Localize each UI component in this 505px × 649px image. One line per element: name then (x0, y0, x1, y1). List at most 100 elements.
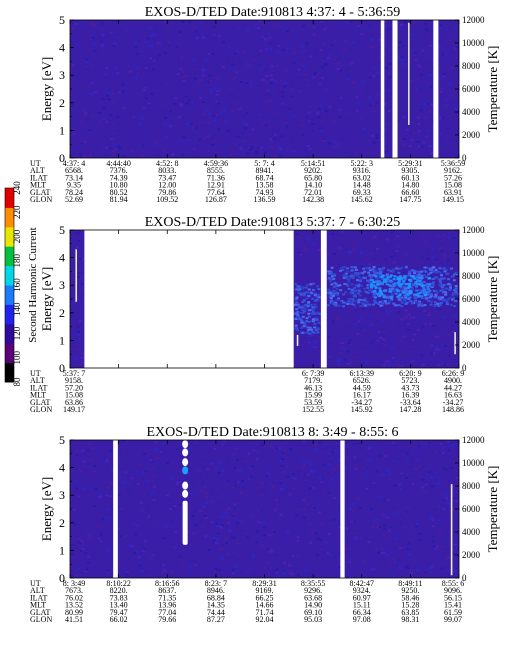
heatmap-cell (362, 307, 366, 310)
heatmap-cell (214, 568, 218, 570)
heatmap-cell (323, 492, 327, 495)
orbit-row-value: 74.39 (110, 173, 128, 182)
heatmap-cell (446, 440, 450, 443)
y2-tick-label: 4000 (462, 317, 481, 327)
heatmap-cell (454, 138, 458, 141)
heatmap-cell (227, 129, 231, 132)
hot-spot-cell (434, 276, 438, 279)
heatmap-cell (351, 42, 355, 45)
heatmap-cell (375, 134, 378, 137)
heatmap-cell (296, 536, 300, 538)
hot-spot-cell (441, 296, 444, 299)
heatmap-cell (225, 145, 229, 148)
heatmap-cell (355, 96, 359, 99)
heatmap-cell (358, 27, 362, 30)
heatmap-cell (314, 148, 318, 151)
heatmap-cell (430, 344, 434, 347)
heatmap-cell (105, 66, 108, 69)
heatmap-cell (244, 460, 248, 463)
hot-spot-cell (308, 326, 312, 329)
heatmap-cell (438, 45, 442, 48)
heatmap-cell (89, 442, 93, 445)
hot-spot-cell (382, 294, 386, 297)
heatmap-cell (78, 541, 82, 544)
heatmap-cell (361, 467, 365, 470)
heatmap-cell (322, 138, 326, 141)
heatmap-cell (261, 122, 265, 125)
heatmap-cell (324, 63, 328, 66)
heatmap-cell (142, 134, 146, 137)
orbit-row-value: -34.27 (351, 398, 372, 407)
heatmap-cell (94, 91, 97, 94)
heatmap-cell (212, 542, 216, 545)
heatmap-cell (113, 132, 116, 135)
heatmap-cell (225, 541, 229, 544)
heatmap-cell (354, 323, 358, 325)
hot-spot-cell (433, 303, 437, 306)
hot-spot-cell (333, 292, 337, 295)
heatmap-cell (331, 573, 335, 575)
heatmap-cell (148, 27, 152, 30)
heatmap-cell (105, 516, 109, 519)
heatmap-cell (215, 106, 219, 109)
hot-spot-cell (351, 300, 355, 303)
heatmap-cell (318, 305, 322, 308)
heatmap-cell (245, 570, 249, 573)
hot-spot-cell (311, 297, 315, 300)
heatmap-cell (191, 515, 195, 518)
hot-spot-cell (409, 286, 413, 288)
orbit-row-value: 6568. (65, 166, 83, 175)
heatmap-cell (223, 109, 227, 112)
heatmap-cell (169, 125, 173, 128)
heatmap-cell (441, 154, 445, 157)
heatmap-cell (173, 102, 177, 105)
heatmap-cell (370, 539, 374, 541)
heatmap-cell (116, 528, 120, 531)
heatmap-cell (150, 92, 154, 95)
heatmap-cell (156, 42, 160, 45)
hot-spot-cell (389, 296, 393, 299)
hot-spot-cell (404, 287, 408, 290)
heatmap-cell (409, 281, 413, 284)
hot-spot-cell (442, 291, 445, 294)
heatmap-cell (77, 333, 81, 336)
heatmap-cell (327, 491, 331, 494)
heatmap-cell (188, 447, 192, 450)
heatmap-cell (264, 35, 268, 38)
heatmap-cell (339, 352, 343, 355)
heatmap-cell (79, 153, 83, 156)
hot-spot-cell (439, 298, 442, 301)
heatmap-cell (194, 72, 198, 75)
hot-spot-cell (353, 266, 357, 269)
heatmap-cell (370, 508, 374, 510)
heatmap-cell (325, 108, 329, 111)
heatmap-cell (291, 555, 295, 558)
heatmap-cell (253, 447, 257, 450)
hot-spot-cell (294, 318, 298, 320)
heatmap-cell (121, 90, 125, 93)
heatmap-cell (308, 105, 312, 108)
heatmap-cell (374, 548, 378, 550)
hot-spot-cell (428, 289, 432, 292)
hot-spot-cell (419, 270, 423, 273)
heatmap-cell (369, 569, 373, 572)
hot-spot-cell (391, 270, 395, 273)
heatmap-cell (376, 90, 380, 93)
heatmap-cell (267, 561, 271, 564)
heatmap-cell (75, 454, 79, 457)
heatmap-cell (340, 37, 344, 40)
heatmap-cell (187, 453, 191, 456)
hot-spot-cell (294, 324, 298, 327)
heatmap-cell (288, 564, 291, 567)
heatmap-cell (431, 247, 435, 250)
heatmap-cell (92, 42, 96, 45)
heatmap-cell (226, 553, 230, 555)
heatmap-cell (316, 111, 320, 114)
heatmap-cell (439, 247, 443, 250)
heatmap-cell (401, 450, 405, 453)
heatmap-cell (387, 314, 391, 317)
orbit-row-value: 13.40 (110, 601, 128, 610)
heatmap-cell (405, 566, 408, 569)
heatmap-cell (439, 319, 443, 321)
hot-spot-cell (400, 296, 404, 299)
